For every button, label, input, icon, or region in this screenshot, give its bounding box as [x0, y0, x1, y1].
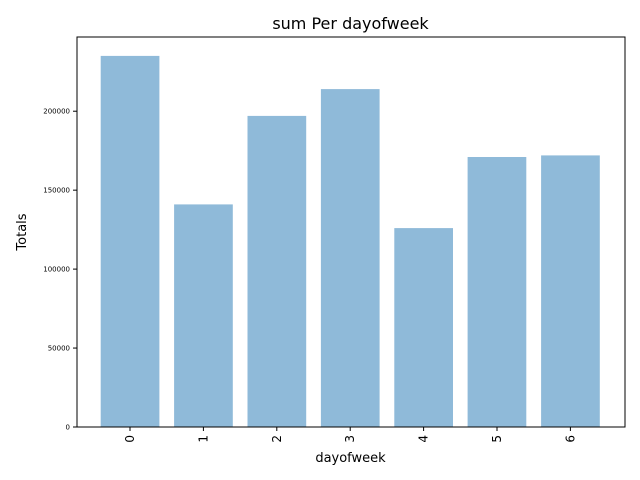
x-tick-label: 3 [343, 435, 357, 443]
y-tick-label: 150000 [43, 187, 70, 195]
x-tick-label: 1 [196, 435, 210, 443]
y-tick-label: 200000 [43, 108, 70, 116]
y-tick-label: 100000 [43, 266, 70, 274]
x-axis-label: dayofweek [315, 451, 386, 466]
x-tick-label: 4 [417, 435, 431, 443]
bar-day-1 [174, 204, 233, 427]
y-axis: 0 50000 100000 150000 200000 [43, 108, 77, 432]
bar-day-4 [394, 228, 453, 427]
x-axis: 0 1 2 3 4 5 6 [123, 427, 577, 443]
x-tick-label: 0 [123, 435, 137, 443]
bar-day-0 [100, 55, 160, 428]
x-tick-label: 2 [270, 435, 284, 443]
bar-day-5 [467, 157, 527, 427]
bars-layer [100, 55, 600, 428]
y-axis-label: Totals [15, 213, 30, 251]
x-tick-label: 5 [490, 435, 504, 443]
plot-frame [76, 36, 626, 428]
y-tick-label: 0 [66, 424, 70, 432]
y-tick-label: 50000 [48, 345, 70, 353]
bar-day-6 [541, 155, 600, 427]
x-tick-label: 6 [563, 435, 577, 443]
bar-day-3 [320, 89, 380, 427]
chart-title: sum Per dayofweek [272, 14, 429, 33]
bar-day-2 [247, 115, 307, 428]
